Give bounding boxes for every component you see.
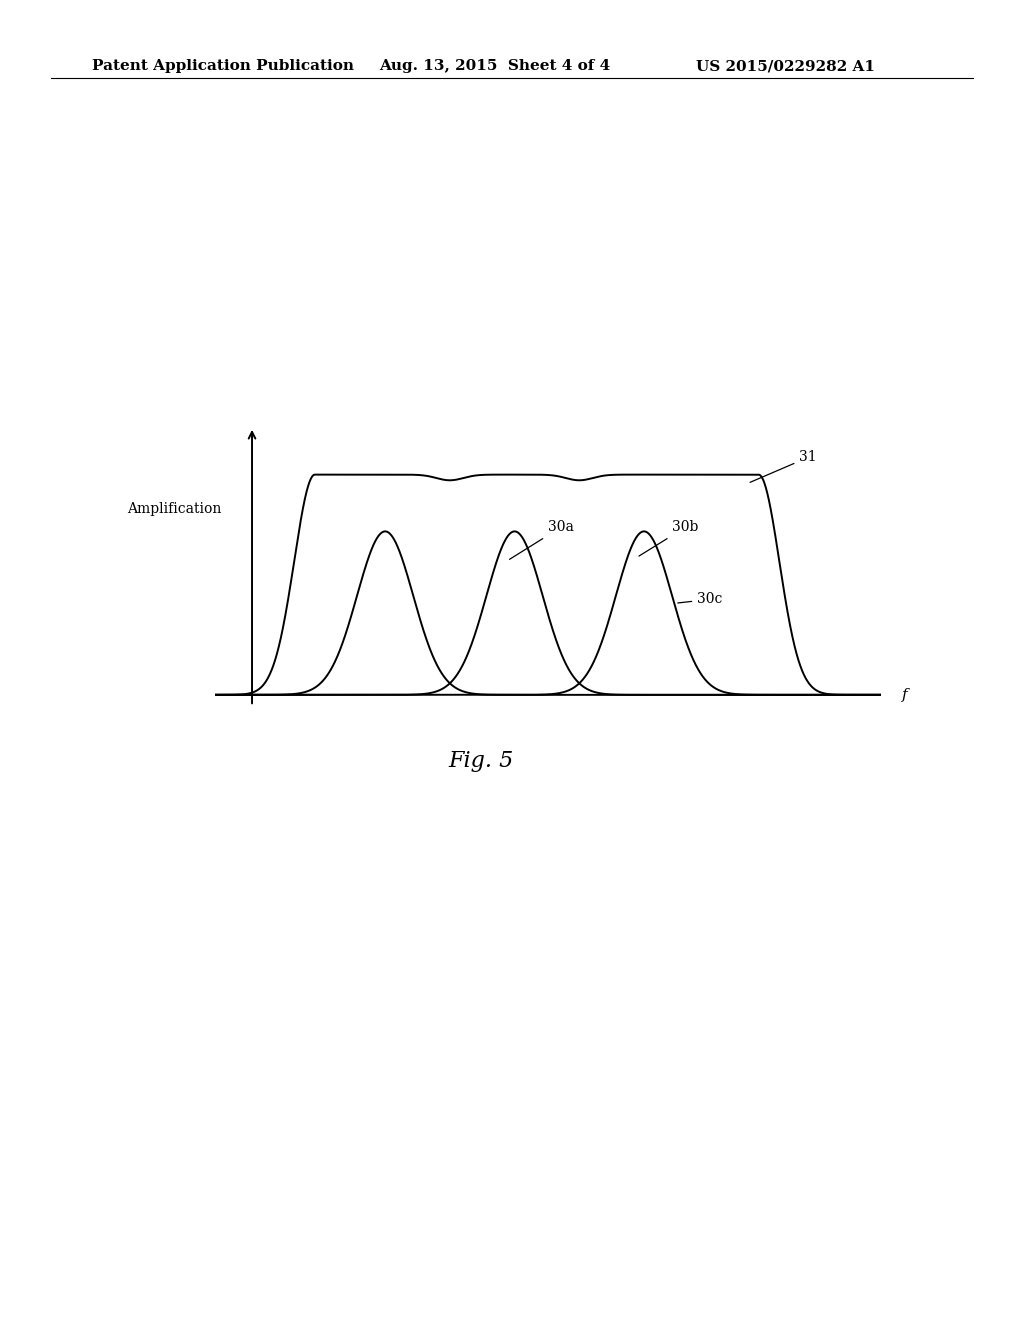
Text: 31: 31 [750,450,817,482]
Text: US 2015/0229282 A1: US 2015/0229282 A1 [696,59,876,74]
Text: 30c: 30c [678,593,723,606]
Text: Aug. 13, 2015  Sheet 4 of 4: Aug. 13, 2015 Sheet 4 of 4 [379,59,610,74]
Text: Patent Application Publication: Patent Application Publication [92,59,354,74]
Text: 30a: 30a [510,520,573,560]
Text: f: f [901,688,907,702]
Text: 30b: 30b [639,520,698,556]
Text: Amplification: Amplification [127,502,221,516]
Text: Fig. 5: Fig. 5 [449,750,514,772]
